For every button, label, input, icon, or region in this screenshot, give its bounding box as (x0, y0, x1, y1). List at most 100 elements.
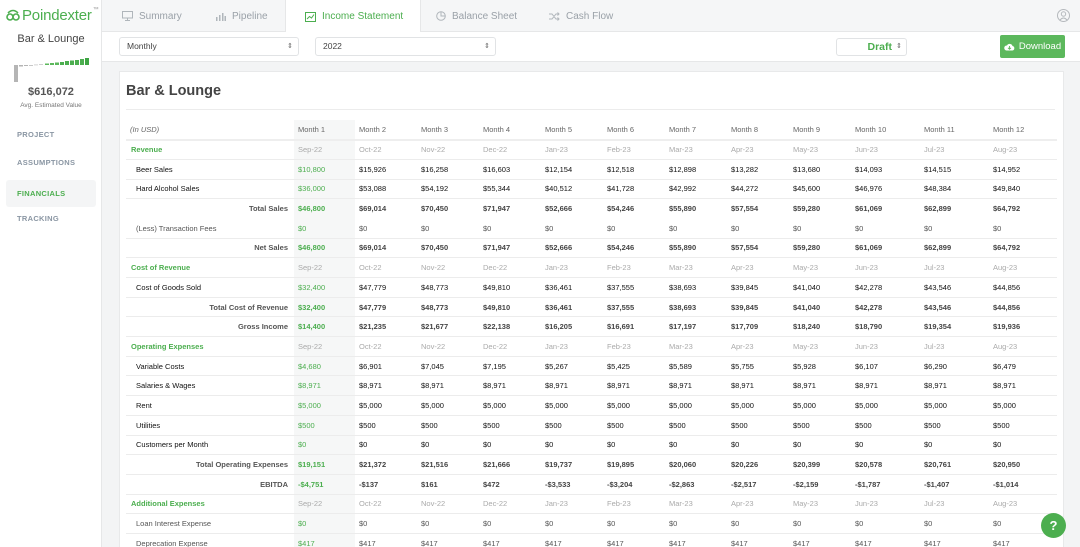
month-header: Month 12 (989, 120, 1057, 141)
value-cell: $5,000 (789, 395, 851, 416)
value-cell: $42,278 (851, 277, 920, 298)
date-cell: Jul-23 (920, 494, 989, 515)
value-cell: $12,518 (603, 159, 665, 180)
value-cell: $44,856 (989, 277, 1057, 298)
value-cell[interactable]: $0 (294, 435, 355, 456)
value-cell: $13,680 (789, 159, 851, 180)
year-select[interactable]: 2022 ⇕ (315, 37, 496, 56)
value-cell: $5,267 (541, 356, 603, 377)
value-cell: $71,947 (483, 204, 511, 214)
value-cell: -$3,533 (541, 474, 603, 495)
status-select[interactable]: Draft ⇕ (836, 38, 907, 56)
value-cell: $5,000 (417, 395, 479, 416)
value-cell: $0 (355, 513, 417, 534)
value-cell: $0 (727, 218, 789, 239)
value-cell[interactable]: $500 (294, 415, 355, 436)
tab-income-statement[interactable]: Income Statement (285, 0, 421, 33)
value-cell: $49,810 (479, 297, 541, 318)
user-account-icon[interactable] (1057, 9, 1070, 22)
download-button[interactable]: Download (1000, 35, 1065, 58)
value-cell[interactable]: $417 (294, 533, 355, 547)
month-header: Month 6 (603, 120, 665, 141)
period-select[interactable]: Monthly ⇕ (119, 37, 299, 56)
value-cell: $42,278 (851, 297, 920, 318)
value-cell[interactable]: $5,000 (294, 395, 355, 416)
pie-chart-icon (436, 11, 446, 21)
table-row: Net Sales $46,800 $69,014 $70,450 $71,947 $52… (126, 238, 1057, 259)
value-cell[interactable]: $32,400 (294, 277, 355, 298)
month-header: Month 3 (417, 120, 479, 141)
sidebar-item-project[interactable]: PROJECT (17, 130, 55, 139)
sidebar: Poindexter ™ Bar & Lounge $616,072 Avg. E… (0, 0, 102, 547)
tab-summary[interactable]: Summary (122, 0, 182, 32)
value-cell: -$2,517 (727, 474, 789, 495)
date-cell: Sep-22 (294, 494, 355, 515)
value-cell: -$137 (355, 474, 417, 495)
value-cell[interactable]: $0 (294, 513, 355, 534)
value-cell: $500 (989, 415, 1057, 436)
date-cell: Mar-23 (665, 494, 727, 515)
value-cell: $0 (541, 218, 603, 239)
tab-balance-sheet[interactable]: Balance Sheet (436, 0, 517, 32)
value-cell: $19,354 (920, 316, 989, 338)
value-cell: $47,779 (355, 297, 417, 318)
value-cell: $41,040 (789, 277, 851, 298)
row-label: Deprecation Expense (126, 533, 294, 547)
month-header-row: (In USD) Month 1 Month 2 Month 3 Month 4 Mont… (126, 120, 1057, 141)
value-cell: $18,790 (851, 316, 920, 338)
section-header-row: Cost of Revenue Sep-22 Oct-22 Nov-22 Dec-22 J… (126, 257, 1057, 278)
table-row: (Less) Transaction Fees $0 $0 $0 $0 $0 $0 $0 $0 $… (126, 218, 1057, 239)
month-header: Month 10 (851, 120, 920, 141)
year-select-value: 2022 (323, 41, 342, 51)
value-cell: $0 (603, 513, 665, 534)
tab-cash-flow[interactable]: Cash Flow (549, 0, 613, 32)
value-cell[interactable]: $0 (294, 218, 355, 239)
date-cell: Apr-23 (727, 257, 789, 278)
value-cell: $5,000 (727, 395, 789, 416)
date-cell: Oct-22 (355, 494, 417, 515)
value-cell: $500 (541, 415, 603, 436)
help-button[interactable]: ? (1041, 513, 1066, 538)
value-cell: $70,450 (421, 204, 449, 214)
date-cell: Jan-23 (541, 336, 603, 357)
value-cell[interactable]: $8,971 (294, 375, 355, 397)
value-cell: $38,693 (665, 297, 727, 318)
value-cell: $5,928 (789, 356, 851, 377)
table-row: Deprecation Expense $417 $417 $417 $417 $417 $… (126, 533, 1057, 547)
value-cell: $5,589 (665, 356, 727, 377)
month-header: Month 9 (789, 120, 851, 141)
month-header: Month 4 (479, 120, 541, 141)
page-title: Bar & Lounge (126, 83, 222, 99)
date-cell: Feb-23 (603, 139, 665, 160)
value-cell: $62,899 (924, 204, 952, 214)
value-cell[interactable]: $36,000 (294, 179, 355, 200)
date-cell: Sep-22 (294, 336, 355, 357)
value-cell: $417 (665, 533, 727, 547)
section-title: Revenue (126, 139, 294, 160)
sidebar-item-financials[interactable]: FINANCIALS (6, 180, 96, 207)
date-cell: Apr-23 (727, 336, 789, 357)
section-title: Operating Expenses (126, 336, 294, 357)
value-cell: $48,384 (920, 179, 989, 200)
value-cell: $41,040 (789, 297, 851, 318)
sidebar-item-tracking[interactable]: TRACKING (17, 214, 59, 223)
value-cell[interactable]: $4,680 (294, 356, 355, 377)
month-header: Month 5 (541, 120, 603, 141)
value-cell: $38,693 (665, 277, 727, 298)
sidebar-item-assumptions[interactable]: ASSUMPTIONS (17, 158, 76, 167)
value-cell: $12,898 (665, 159, 727, 180)
value-cell: -$2,863 (665, 474, 727, 495)
value-cell: $500 (603, 415, 665, 436)
value-cell[interactable]: $10,800 (294, 159, 355, 180)
value-cell: $0 (789, 218, 851, 239)
value-cell: $36,461 (541, 277, 603, 298)
logo[interactable]: Poindexter ™ (6, 5, 99, 25)
tab-pipeline[interactable]: Pipeline (216, 0, 268, 32)
value-cell: $44,856 (989, 297, 1057, 318)
value-cell: $417 (479, 533, 541, 547)
section-header-row: Operating Expenses Sep-22 Oct-22 Nov-22 Dec-… (126, 336, 1057, 357)
value-cell: $16,205 (541, 316, 603, 338)
date-cell: Dec-22 (479, 494, 541, 515)
date-cell: Jul-23 (920, 139, 989, 160)
logo-tm: ™ (92, 7, 99, 13)
